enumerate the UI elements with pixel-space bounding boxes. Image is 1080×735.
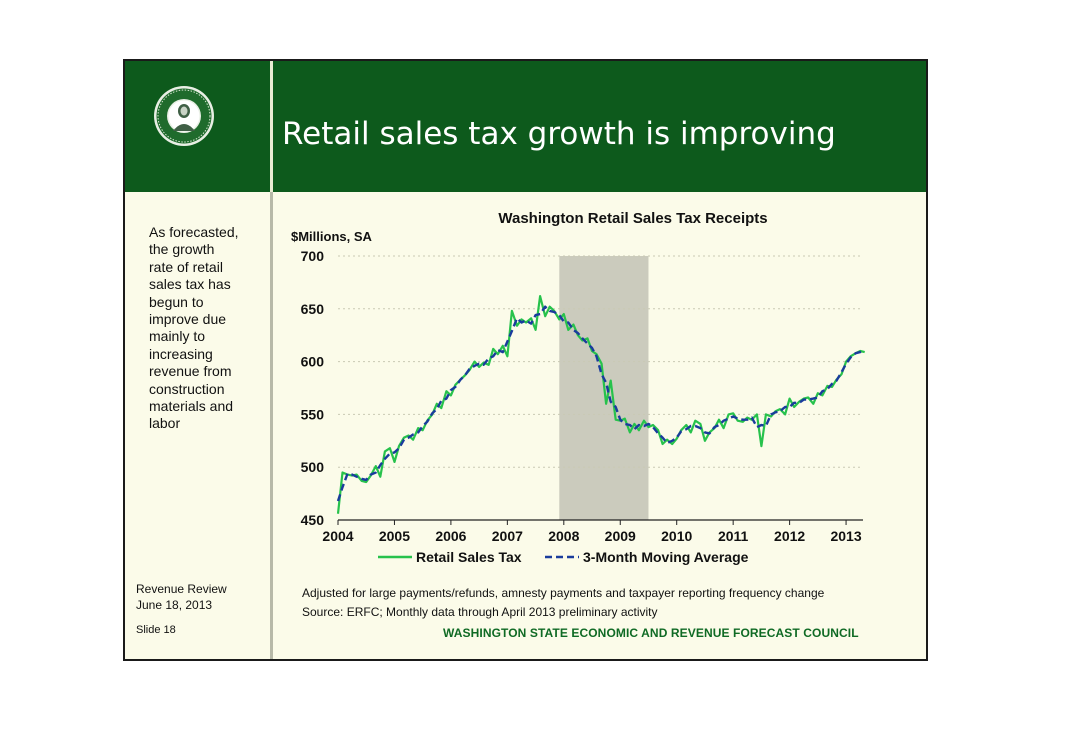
side-commentary: As forecasted, the growth rate of retail… bbox=[149, 224, 239, 432]
council-name: WASHINGTON STATE ECONOMIC AND REVENUE FO… bbox=[443, 626, 859, 640]
sales-tax-chart: 450 500 550 600 650 700 2004 2005 2006 2007 2008 20… bbox=[291, 210, 865, 565]
revenue-review-date: Revenue Review June 18, 2013 bbox=[136, 582, 227, 612]
x-tick-label: 2004 bbox=[322, 528, 353, 544]
x-tick-label: 2009 bbox=[605, 528, 636, 544]
header-divider bbox=[270, 61, 273, 192]
x-tick-label: 2007 bbox=[492, 528, 523, 544]
y-tick-label: 700 bbox=[301, 248, 325, 264]
chart-title: Washington Retail Sales Tax Receipts bbox=[498, 210, 767, 227]
slide-header: Retail sales tax growth is improving bbox=[125, 61, 926, 192]
y-tick-label: 600 bbox=[301, 354, 325, 370]
y-tick-label: 500 bbox=[301, 459, 325, 475]
y-tick-label: 450 bbox=[301, 512, 325, 528]
x-tick-label: 2006 bbox=[435, 528, 466, 544]
x-tick-label: 2005 bbox=[379, 528, 410, 544]
footnote-adjustment: Adjusted for large payments/refunds, amn… bbox=[302, 586, 825, 600]
legend-label: 3-Month Moving Average bbox=[583, 549, 749, 565]
legend-retail-sales-tax: Retail Sales Tax bbox=[378, 549, 522, 565]
moving-average-line bbox=[336, 305, 865, 502]
washington-state-seal-icon bbox=[154, 86, 214, 146]
legend-label: Retail Sales Tax bbox=[416, 549, 522, 565]
x-tick-label: 2011 bbox=[718, 528, 749, 544]
y-tick-label: 550 bbox=[301, 406, 325, 422]
y-tick-label: 650 bbox=[301, 301, 325, 317]
footnote-source: Source: ERFC; Monthly data through April… bbox=[302, 605, 658, 619]
chart-footnote: Adjusted for large payments/refunds, amn… bbox=[302, 584, 824, 622]
x-tick-label: 2013 bbox=[830, 528, 861, 544]
slide: Retail sales tax growth is improving As … bbox=[123, 59, 928, 661]
y-axis-label: $Millions, SA bbox=[291, 229, 373, 244]
legend-moving-average: 3-Month Moving Average bbox=[545, 549, 749, 565]
x-tick-label: 2010 bbox=[661, 528, 692, 544]
slide-number: Slide 18 bbox=[136, 624, 176, 636]
slide-title: Retail sales tax growth is improving bbox=[282, 116, 836, 152]
x-tick-label: 2012 bbox=[774, 528, 805, 544]
left-panel-divider bbox=[270, 192, 273, 659]
x-tick-label: 2008 bbox=[548, 528, 579, 544]
